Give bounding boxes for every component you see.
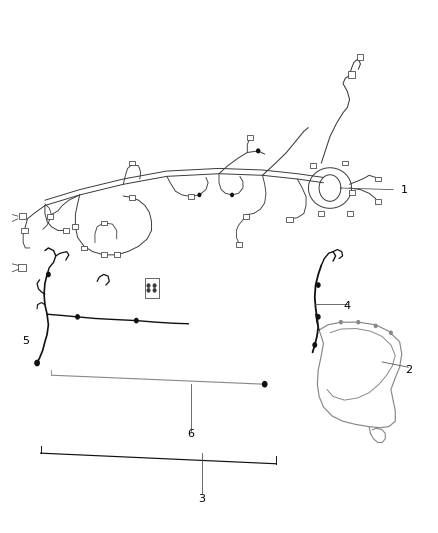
- Bar: [129, 161, 135, 165]
- Bar: [63, 228, 69, 233]
- Bar: [342, 161, 348, 165]
- Circle shape: [153, 284, 156, 287]
- Text: 6: 6: [187, 429, 194, 439]
- Circle shape: [153, 289, 156, 292]
- Bar: [346, 211, 353, 216]
- Bar: [318, 211, 324, 216]
- Bar: [375, 199, 381, 204]
- Bar: [349, 71, 355, 78]
- Text: 5: 5: [22, 336, 29, 346]
- Bar: [243, 214, 249, 219]
- Circle shape: [317, 283, 320, 287]
- Text: 2: 2: [405, 365, 412, 375]
- Bar: [101, 221, 107, 225]
- Bar: [286, 217, 293, 222]
- Bar: [114, 253, 120, 257]
- Bar: [18, 264, 26, 271]
- Circle shape: [357, 320, 360, 324]
- Bar: [129, 195, 135, 200]
- Text: 1: 1: [400, 184, 407, 195]
- Circle shape: [390, 331, 392, 334]
- Circle shape: [317, 315, 320, 319]
- Bar: [19, 213, 26, 219]
- Text: 3: 3: [198, 494, 205, 504]
- Bar: [349, 190, 355, 195]
- Bar: [310, 164, 316, 168]
- Text: 4: 4: [344, 301, 351, 311]
- Bar: [375, 176, 381, 181]
- Bar: [187, 194, 194, 199]
- Bar: [357, 54, 363, 60]
- Circle shape: [35, 360, 39, 366]
- Bar: [145, 278, 159, 298]
- Circle shape: [198, 193, 201, 197]
- Bar: [47, 214, 53, 219]
- Circle shape: [147, 289, 150, 292]
- Circle shape: [147, 284, 150, 287]
- Bar: [21, 228, 28, 233]
- Circle shape: [76, 315, 79, 319]
- Bar: [72, 224, 78, 229]
- Bar: [247, 135, 253, 140]
- Circle shape: [257, 149, 260, 153]
- Circle shape: [231, 193, 233, 197]
- Circle shape: [47, 272, 50, 277]
- Circle shape: [313, 343, 317, 347]
- Circle shape: [262, 382, 267, 387]
- Circle shape: [374, 324, 377, 327]
- Bar: [236, 242, 242, 247]
- Bar: [81, 246, 87, 251]
- Circle shape: [339, 320, 342, 324]
- Circle shape: [134, 318, 138, 322]
- Bar: [101, 253, 107, 257]
